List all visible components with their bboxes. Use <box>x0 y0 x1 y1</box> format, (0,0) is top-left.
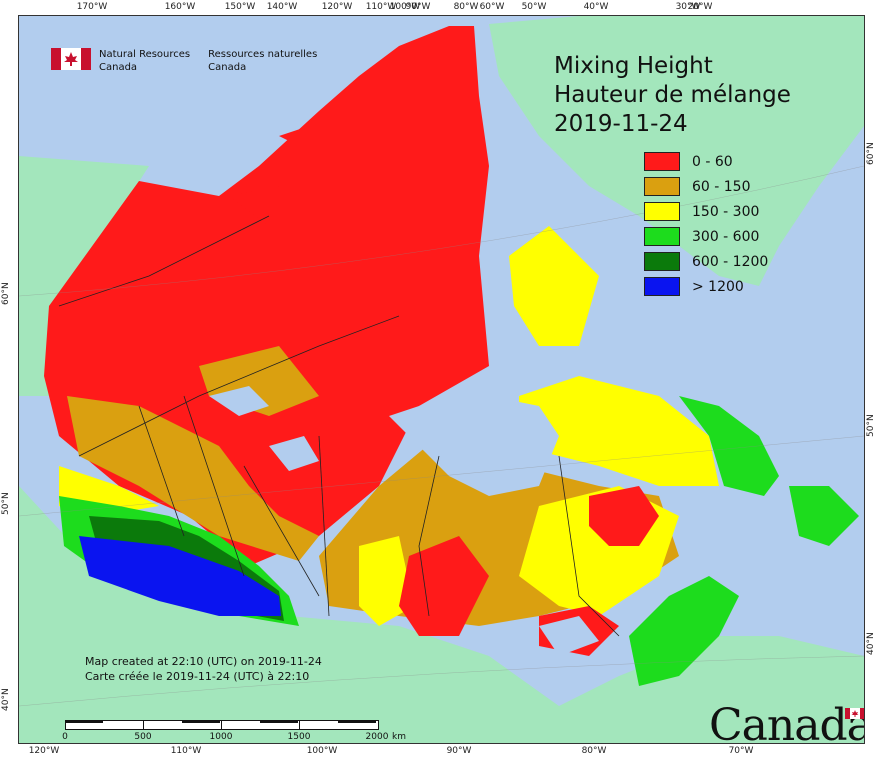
agency-name-fr-line2: Canada <box>208 62 247 73</box>
credit-fr: Carte créée le 2019-11-24 (UTC) à 22:10 <box>85 670 310 683</box>
graticule-right-label: 60°N <box>866 142 876 165</box>
graticule-right-label: 40°N <box>866 632 876 655</box>
graticule-left-label: 50°N <box>1 492 11 515</box>
graticule-top-label: 160°W <box>164 2 196 12</box>
graticule-top-label: 80°W <box>453 2 479 12</box>
legend-item: > 1200 <box>644 274 768 299</box>
graticule-top-label: 140°W <box>266 2 298 12</box>
canada-wordmark: Canada <box>709 700 865 744</box>
province-borders <box>58 215 620 637</box>
graticule-bottom-label: 120°W <box>28 746 60 756</box>
graticule-top-label: 40°W <box>583 2 609 12</box>
scale-fill-3 <box>260 720 298 723</box>
legend-swatch <box>644 277 680 296</box>
graticule-top-label: 20°W <box>687 2 713 12</box>
legend-label: 600 - 1200 <box>692 253 769 270</box>
legend-item: 60 - 150 <box>644 174 768 199</box>
graticule-top-label: 150°W <box>224 2 256 12</box>
graticule-bottom-label: 100°W <box>306 746 338 756</box>
agency-name-fr-line1: Ressources naturelles <box>208 49 318 60</box>
map-title: Mixing Height Hauteur de mélange 2019-11… <box>554 52 791 139</box>
scale-label-500: 500 <box>134 732 152 742</box>
yellow-baffin <box>509 226 599 346</box>
legend-label: 0 - 60 <box>692 153 733 170</box>
scale-label-0: 0 <box>62 732 68 742</box>
legend-swatch <box>644 202 680 221</box>
graticule-left-label: 40°N <box>1 688 11 711</box>
greenland <box>489 16 864 286</box>
graticule-top-label: 30°W <box>675 2 701 12</box>
graticule-bottom-label: 110°W <box>170 746 202 756</box>
legend-swatch <box>644 252 680 271</box>
yellow-quebec <box>519 376 719 486</box>
graticule-top-label: 50°W <box>521 2 547 12</box>
legend-label: 150 - 300 <box>692 203 760 220</box>
graticule-bottom-label: 90°W <box>446 746 472 756</box>
legend-label: 60 - 150 <box>692 178 751 195</box>
title-date: 2019-11-24 <box>554 111 688 137</box>
graticule-bottom-label: 80°W <box>581 746 607 756</box>
legend-swatch <box>644 227 680 246</box>
graticule-bottom-label: 70°W <box>728 746 754 756</box>
credit: Map created at 22:10 (UTC) on 2019-11-24… <box>85 654 322 684</box>
graticule-top-label: 90°W <box>405 2 431 12</box>
graticule-right-label: 50°N <box>866 414 876 437</box>
legend: 0 - 60 60 - 150 150 - 300 300 - 600 600 - 12… <box>644 149 768 299</box>
green-newfoundland <box>789 486 859 546</box>
mixing-height-map <box>19 16 864 743</box>
graticule-top-label: 60°W <box>479 2 505 12</box>
graticule-top-label: 110°W <box>365 2 397 12</box>
credit-en: Map created at 22:10 (UTC) on 2019-11-24 <box>85 655 322 668</box>
graticule-top-label: 120°W <box>321 2 353 12</box>
scale-fill-1 <box>65 720 103 723</box>
legend-swatch <box>644 177 680 196</box>
scale-label-1500: 1500 <box>287 732 311 742</box>
scale-unit: km <box>392 732 406 742</box>
green-labrador <box>679 396 779 496</box>
scale-bar: 0 500 1000 1500 2000 km <box>62 720 406 742</box>
scale-label-2000: 2000 <box>365 732 389 742</box>
hudson-bay <box>389 396 559 496</box>
agency-signature: Natural Resources Canada Ressources natu… <box>51 48 327 74</box>
legend-label: > 1200 <box>692 278 744 295</box>
graticule-top-label: 170°W <box>76 2 108 12</box>
legend-item: 0 - 60 <box>644 149 768 174</box>
legend-item: 150 - 300 <box>644 199 768 224</box>
agency-name-en-line1: Natural Resources <box>99 49 191 60</box>
legend-swatch <box>644 152 680 171</box>
legend-label: 300 - 600 <box>692 228 760 245</box>
orange-band-prairies <box>67 396 319 561</box>
graticule-left-label: 60°N <box>1 282 11 305</box>
wordmark-flag-icon <box>845 708 864 719</box>
map-frame: Natural Resources Canada Ressources natu… <box>18 15 865 744</box>
wordmark-text: Canada <box>709 700 865 744</box>
title-fr: Hauteur de mélange <box>554 82 791 108</box>
scale-fill-4 <box>338 720 376 723</box>
agency-name-en-line2: Canada <box>99 62 138 73</box>
legend-item: 300 - 600 <box>644 224 768 249</box>
green-maritimes <box>629 576 739 686</box>
graticule-top-label: 100°W <box>389 2 421 12</box>
legend-item: 600 - 1200 <box>644 249 768 274</box>
blue-bc <box>79 536 281 616</box>
canada-flag-icon <box>51 48 91 70</box>
scale-label-1000: 1000 <box>209 732 233 742</box>
title-en: Mixing Height <box>554 53 713 79</box>
scale-fill-2 <box>182 720 220 723</box>
